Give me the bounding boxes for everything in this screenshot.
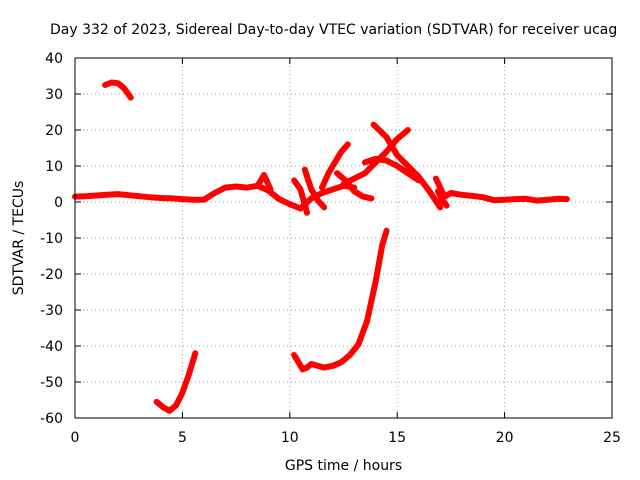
y-tick-label: -20: [40, 267, 63, 283]
x-tick-label: 25: [603, 430, 621, 446]
series-line-rise-12h: [319, 141, 351, 191]
series-line-spike-8.8h: [254, 172, 274, 193]
series-line-baseline-track: [72, 182, 358, 212]
y-tick-label: -50: [40, 375, 63, 391]
x-axis-ticks: 0 5 10 15 20 25: [71, 58, 621, 446]
y-tick-label: 30: [45, 87, 63, 103]
chart-title: Day 332 of 2023, Sidereal Day-to-day VTE…: [50, 22, 617, 38]
y-axis-label: SDTVAR / TECUs: [11, 181, 27, 296]
series-line-hump-12.5h: [334, 170, 375, 202]
series-line-fall-14.8h: [362, 155, 422, 184]
y-tick-label: 40: [45, 51, 63, 67]
x-axis-label: GPS time / hours: [285, 458, 402, 474]
y-tick-label: 10: [45, 159, 63, 175]
y-axis-ticks: -60 -50 -40 -30 -20 -10 0 10 20 30 40: [40, 51, 612, 427]
grid-lines: [75, 58, 612, 418]
x-tick-label: 5: [178, 430, 187, 446]
x-tick-label: 15: [388, 430, 406, 446]
series-line-deep-arc-4.5h: [153, 350, 199, 414]
series-line-deep-arc-10.5h: [291, 227, 390, 373]
y-tick-label: -60: [40, 411, 63, 427]
y-tick-label: -10: [40, 231, 63, 247]
series-line-early-arc-1.5h: [102, 79, 134, 101]
y-tick-label: -30: [40, 303, 63, 319]
data-series: [72, 79, 570, 414]
series-line-tail-17-23h: [432, 175, 570, 204]
y-tick-label: 0: [54, 195, 63, 211]
x-tick-label: 20: [496, 430, 514, 446]
y-tick-label: 20: [45, 123, 63, 139]
series-line-fall-14h: [370, 121, 444, 211]
y-tick-label: -40: [40, 339, 63, 355]
series-line-arc-10.8h: [301, 166, 328, 211]
series-line-wiggle-17.5h: [435, 188, 450, 209]
x-tick-label: 0: [71, 430, 80, 446]
series-line-arc-10.2h: [291, 177, 310, 216]
series-line-rise-13.2h: [340, 127, 411, 187]
x-tick-label: 10: [281, 430, 299, 446]
